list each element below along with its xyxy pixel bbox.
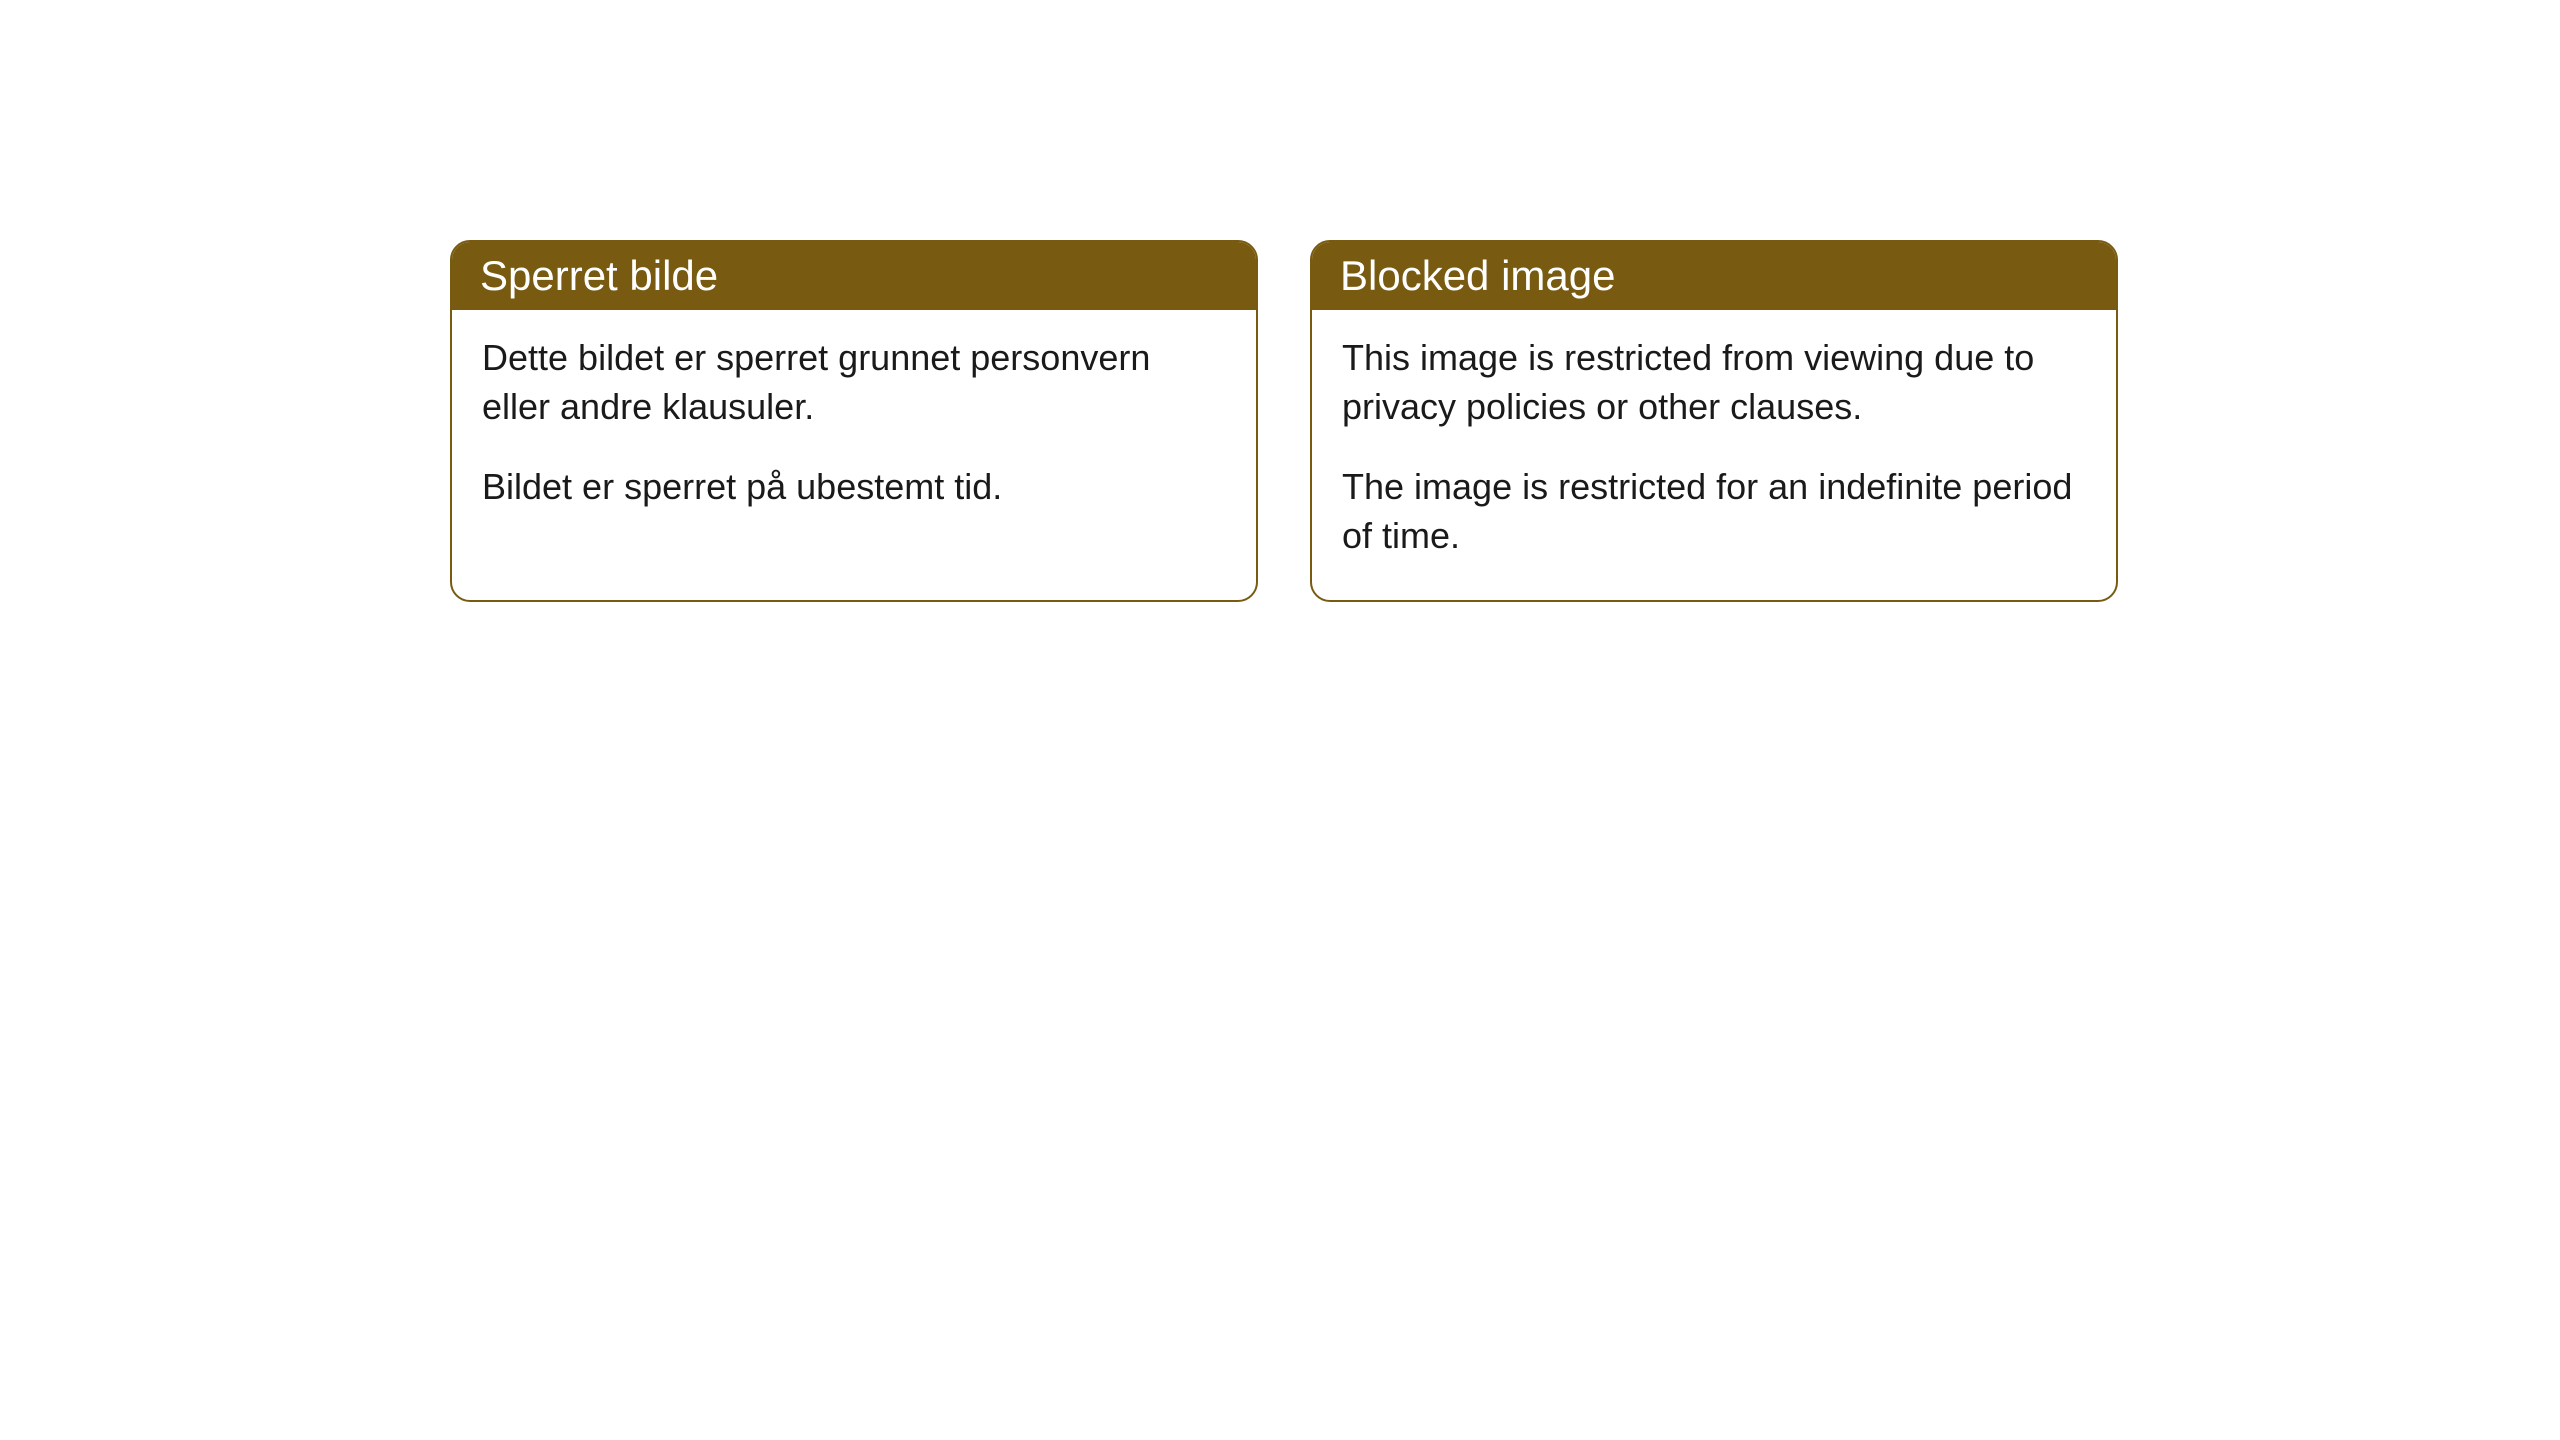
notice-card-norwegian: Sperret bilde Dette bildet er sperret gr… [450, 240, 1258, 602]
card-paragraph: This image is restricted from viewing du… [1342, 334, 2086, 431]
card-body: This image is restricted from viewing du… [1312, 310, 2116, 600]
card-header: Blocked image [1312, 242, 2116, 310]
card-body: Dette bildet er sperret grunnet personve… [452, 310, 1256, 552]
notice-card-english: Blocked image This image is restricted f… [1310, 240, 2118, 602]
card-paragraph: Bildet er sperret på ubestemt tid. [482, 463, 1226, 512]
notice-cards-container: Sperret bilde Dette bildet er sperret gr… [450, 240, 2118, 602]
card-header: Sperret bilde [452, 242, 1256, 310]
card-paragraph: Dette bildet er sperret grunnet personve… [482, 334, 1226, 431]
card-paragraph: The image is restricted for an indefinit… [1342, 463, 2086, 560]
